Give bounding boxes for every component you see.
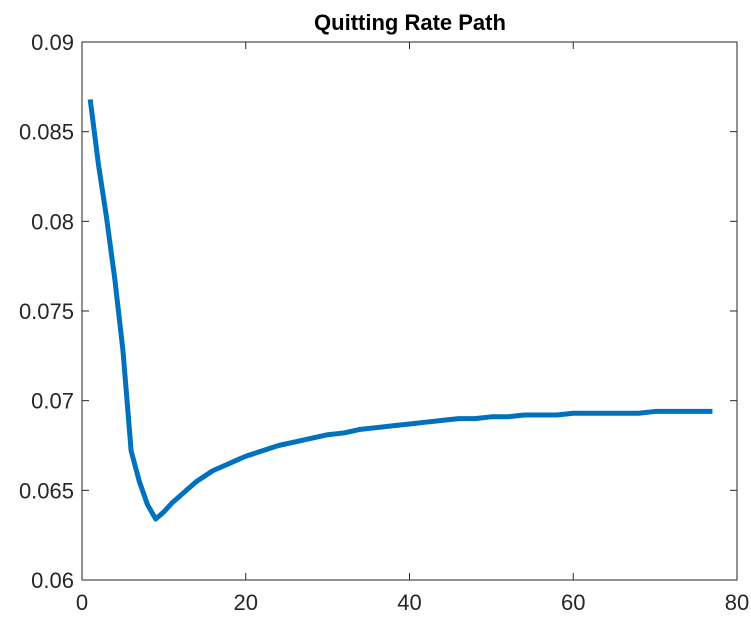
x-tick-label: 60 — [561, 590, 585, 615]
axes-box — [81, 41, 738, 581]
y-tick-label: 0.09 — [31, 30, 74, 55]
y-tick-label: 0.085 — [19, 120, 74, 145]
y-tick-label: 0.06 — [31, 568, 74, 593]
series-line — [87, 99, 713, 522]
x-tick-label: 20 — [234, 590, 258, 615]
x-tick-label: 80 — [725, 590, 749, 615]
y-tick-label: 0.065 — [19, 478, 74, 503]
plot-area: 0 20 40 60 80 0.06 0.065 0.07 0.075 0.08 0.085 0.09 — [19, 30, 749, 615]
y-tick-label: 0.075 — [19, 299, 74, 324]
chart-title: Quitting Rate Path — [314, 10, 506, 35]
x-tick-label: 40 — [397, 590, 421, 615]
y-tick-label: 0.08 — [31, 209, 74, 234]
x-tick-label: 0 — [76, 590, 88, 615]
y-tick-label: 0.07 — [31, 389, 74, 414]
